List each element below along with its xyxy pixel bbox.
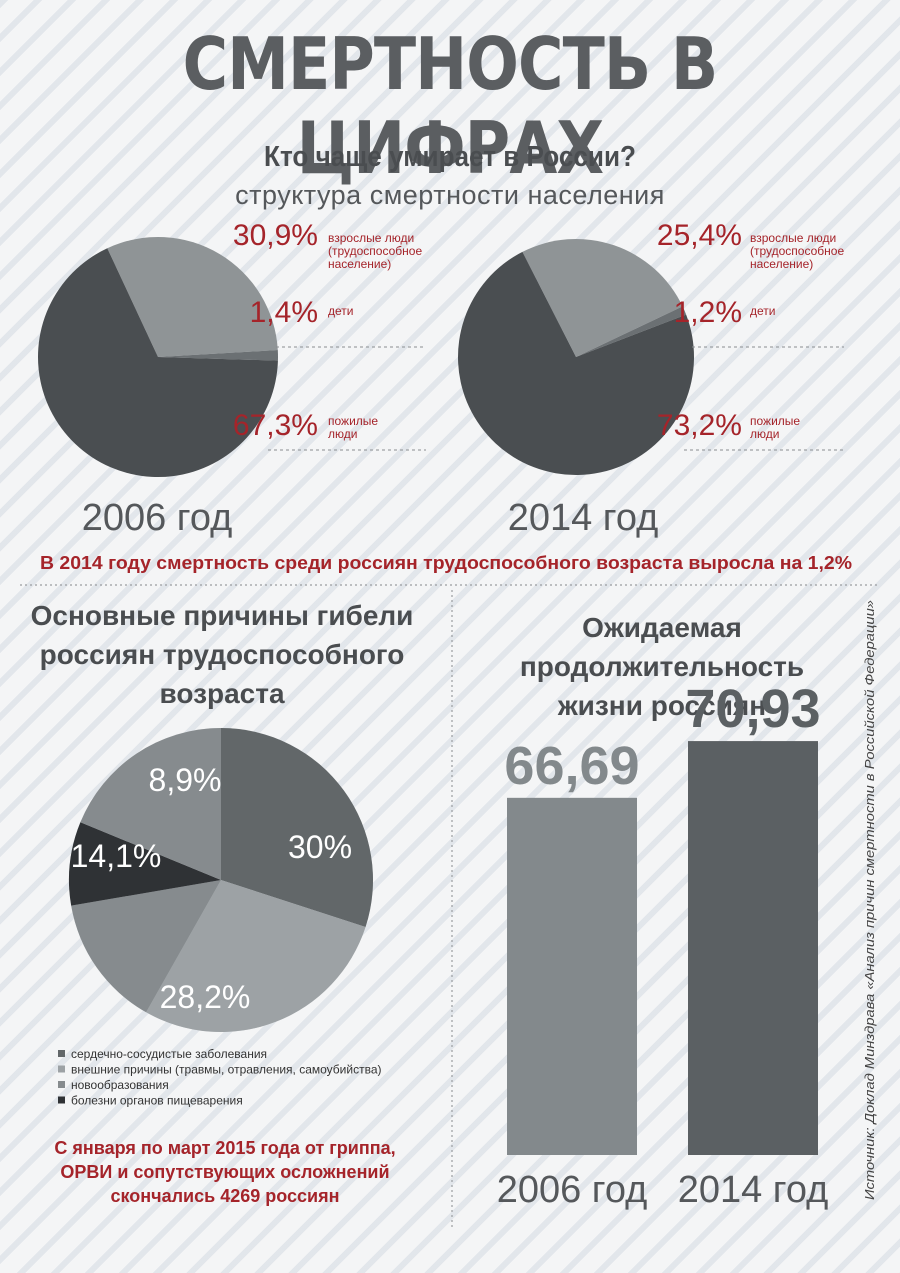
page-title: СМЕРТНОСТЬ В ЦИФРАХ bbox=[182, 22, 719, 190]
flu-note-line: С января по март 2015 года от гриппа, bbox=[54, 1138, 395, 1158]
slice-note: люди bbox=[328, 427, 357, 441]
age-structure-pie-2014 bbox=[458, 239, 695, 475]
pie-slice bbox=[68, 822, 221, 906]
flu-note-line: скончались 4269 россиян bbox=[111, 1186, 340, 1206]
slice-note: взрослые люди bbox=[328, 231, 414, 245]
legend-entry: новообразования bbox=[71, 1078, 169, 1092]
slice-note: дети bbox=[328, 304, 353, 318]
slice-note: пожилые bbox=[328, 414, 378, 428]
slice-value-label: 14,1% bbox=[71, 838, 162, 874]
slice-percent-label: 1,4% bbox=[250, 296, 318, 329]
bar-value-label: 66,69 bbox=[504, 736, 639, 796]
causes-title-line: россиян трудоспособного bbox=[40, 639, 405, 670]
slice-note: дети bbox=[750, 304, 775, 318]
pie-slice bbox=[71, 880, 222, 1013]
bar-category-label: 2006 год bbox=[497, 1169, 648, 1211]
life-title-line: жизни россиян bbox=[557, 690, 766, 721]
slice-note: (трудоспособное bbox=[750, 244, 844, 258]
legend-swatch bbox=[58, 1081, 65, 1088]
age-structure-pie-2006 bbox=[37, 236, 278, 478]
year-label: 2006 год bbox=[82, 497, 233, 539]
pie-slice bbox=[158, 350, 278, 361]
slice-percent-label: 25,4% bbox=[657, 219, 742, 252]
pie-slice bbox=[146, 880, 366, 1032]
flu-note-line: ОРВИ и сопутствующих осложнений bbox=[60, 1162, 389, 1182]
legend-swatch bbox=[58, 1096, 65, 1104]
section-subtitle: Кто чаще умирает в России? bbox=[264, 141, 636, 173]
slice-note: население) bbox=[750, 257, 813, 271]
legend-entry: болезни органов пищеварения bbox=[71, 1094, 243, 1108]
pie-slice bbox=[107, 236, 278, 357]
pie-slice bbox=[522, 239, 683, 357]
slice-percent-label: 30,9% bbox=[233, 219, 318, 252]
life-title-line: продолжительность bbox=[520, 651, 804, 682]
life-expectancy-bar bbox=[507, 797, 637, 1155]
bar-category-label: 2014 год bbox=[678, 1169, 829, 1211]
slice-note: взрослые люди bbox=[750, 231, 836, 245]
slice-percent-label: 1,2% bbox=[674, 296, 742, 329]
legend-entry: сердечно-сосудистые заболевания bbox=[71, 1047, 267, 1061]
slice-percent-label: 73,2% bbox=[657, 409, 742, 442]
pie-slice-other bbox=[80, 728, 221, 880]
pie-slice bbox=[37, 248, 278, 478]
pie-slice bbox=[221, 728, 373, 927]
legend-swatch bbox=[58, 1065, 65, 1073]
legend-swatch bbox=[58, 1050, 65, 1057]
slice-value-label: 30% bbox=[288, 829, 352, 865]
slice-note: люди bbox=[750, 427, 779, 441]
year-label: 2014 год bbox=[508, 497, 659, 539]
slice-note: пожилые bbox=[750, 414, 800, 428]
slice-percent-label: 67,3% bbox=[233, 409, 318, 442]
pie-slice bbox=[458, 251, 695, 475]
causes-title-line: Основные причины гибели bbox=[31, 600, 414, 631]
causes-pie-chart bbox=[68, 728, 373, 1032]
source-note: Источник: Доклад Минздрава «Анализ причи… bbox=[862, 600, 877, 1200]
section-subtitle-secondary: структура смертности населения bbox=[235, 180, 665, 210]
highlight-statement: В 2014 году смертность среди россиян тру… bbox=[40, 553, 852, 573]
slice-note: население) bbox=[328, 257, 391, 271]
slice-value-label: 28,2% bbox=[160, 979, 251, 1015]
slice-value-label: 8,9% bbox=[149, 762, 222, 798]
slice-note: (трудоспособное bbox=[328, 244, 422, 258]
pie-slice bbox=[576, 306, 687, 357]
life-expectancy-bar bbox=[688, 741, 818, 1155]
life-title-line: Ожидаемая bbox=[582, 612, 742, 643]
causes-title-line: возраста bbox=[159, 678, 284, 709]
bar-value-label: 70,93 bbox=[685, 679, 820, 739]
legend-entry: внешние причины (травмы, отравления, сам… bbox=[71, 1063, 382, 1077]
